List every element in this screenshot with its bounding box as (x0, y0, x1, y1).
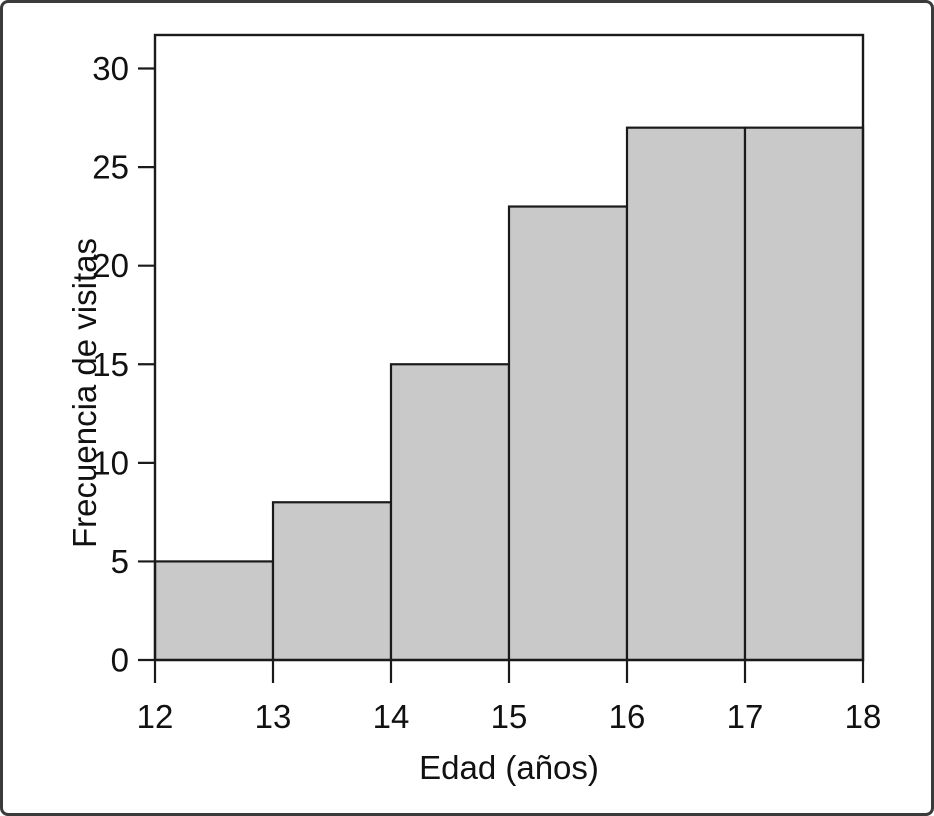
y-axis-tick-label: 0 (111, 642, 129, 679)
histogram-bar (271, 501, 393, 662)
x-axis-tick-label: 13 (255, 698, 292, 735)
y-axis-title: Frecuencia de visitas (66, 238, 103, 548)
histogram-bar (153, 560, 275, 662)
y-axis-tick-label: 10 (92, 444, 129, 481)
y-axis-tick-label: 30 (92, 50, 129, 87)
x-axis-tick-label: 14 (373, 698, 410, 735)
y-axis-tick-label: 15 (92, 346, 129, 383)
histogram-chart: 0 5 10 15 20 25 30 12 13 14 15 16 17 18 (92, 33, 882, 735)
histogram-bar (389, 363, 511, 662)
y-axis-tick-label: 25 (92, 149, 129, 186)
y-axis-tick-label: 5 (111, 543, 129, 580)
x-axis-tick-label: 12 (137, 698, 174, 735)
x-axis-tick-label: 15 (491, 698, 528, 735)
y-axis-tick-label: 20 (92, 247, 129, 284)
x-axis-title: Edad (años) (419, 749, 599, 786)
x-axis-tick-label: 16 (609, 698, 646, 735)
histogram-bar (743, 126, 865, 662)
histogram-bar (507, 205, 629, 662)
x-axis-tick-label: 18 (845, 698, 882, 735)
histogram-bar (625, 126, 747, 662)
x-axis-tick-label: 17 (727, 698, 764, 735)
